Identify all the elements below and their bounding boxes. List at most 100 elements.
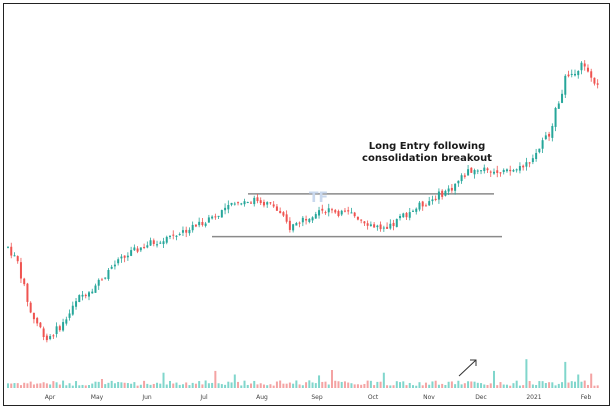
volume-bar — [10, 383, 13, 388]
volume-bar — [19, 385, 22, 388]
volume-bar — [480, 383, 483, 388]
candle-body — [288, 220, 291, 230]
volume-bar — [353, 384, 356, 388]
candle-body — [19, 262, 22, 279]
candle-body — [441, 190, 444, 197]
candle-body — [204, 223, 207, 226]
candle-body — [337, 211, 340, 216]
volume-bar — [185, 382, 188, 388]
candle-body — [434, 198, 437, 200]
volume-bar — [52, 381, 55, 388]
volume-bar — [94, 381, 97, 388]
candle-body — [91, 291, 94, 294]
candle-body — [583, 63, 586, 67]
candle-body — [220, 210, 223, 218]
volume-bar — [483, 384, 486, 388]
candle-body — [149, 240, 152, 246]
volume-bar — [493, 370, 495, 388]
candle-body — [169, 236, 171, 238]
volume-bar — [133, 382, 136, 388]
volume-bar — [71, 385, 74, 388]
candle-body — [78, 295, 81, 303]
volume-bar — [574, 381, 576, 388]
candle-body — [496, 170, 499, 173]
volume-bar — [88, 385, 90, 388]
candle-body — [305, 218, 308, 221]
volume-bar — [279, 380, 282, 388]
candle-body — [29, 302, 32, 313]
volume-bar — [143, 380, 146, 388]
candle-body — [515, 169, 518, 171]
candle-body — [194, 224, 197, 227]
candle-body — [596, 83, 599, 85]
candle-body — [81, 294, 84, 297]
candle-body — [486, 168, 489, 171]
candle-body — [350, 212, 353, 214]
candle-body — [269, 202, 272, 204]
candle-body — [450, 187, 453, 191]
candle-body — [557, 103, 560, 109]
candle-body — [518, 166, 521, 171]
volume-bar — [55, 382, 58, 388]
volume-bar — [26, 383, 29, 388]
candle-body — [418, 202, 421, 210]
candle-body — [246, 202, 249, 204]
volume-bar — [382, 372, 385, 388]
volume-bar — [434, 380, 437, 388]
candle-body — [463, 175, 466, 177]
candle-body — [120, 256, 123, 259]
candle-body — [327, 208, 330, 213]
candle-body — [444, 190, 447, 196]
volume-bar — [476, 382, 479, 388]
volume-bar — [233, 374, 236, 388]
volume-bar — [292, 383, 295, 388]
candle-body — [590, 71, 593, 78]
volume-bar — [194, 383, 197, 388]
candle-body — [217, 215, 220, 217]
volume-bar — [165, 384, 168, 388]
candle-body — [395, 219, 398, 227]
candle-body — [100, 279, 103, 281]
x-tick-label: Feb — [581, 394, 592, 401]
volume-bar — [62, 380, 65, 388]
candle-body — [343, 210, 346, 212]
candle-body — [483, 167, 486, 172]
volume-bar — [376, 381, 379, 388]
annotation-line-2: consolidation breakout — [362, 153, 492, 164]
volume-bar — [515, 380, 518, 388]
candlestick-chart: Apr May Jun Jul Aug Sep Oct Nov Dec 2021 Feb — [7, 60, 599, 401]
volume-bar — [13, 383, 16, 388]
volume-bar — [318, 375, 321, 388]
candle-body — [505, 169, 508, 172]
candle-body — [88, 292, 90, 297]
volume-bar — [117, 381, 120, 388]
candle-body — [159, 242, 162, 244]
volume-bar — [253, 380, 256, 388]
candle-body — [544, 135, 547, 140]
volume-bar — [217, 383, 220, 388]
volume-bar — [97, 381, 100, 388]
candle-body — [68, 313, 71, 318]
x-tick-label: Oct — [368, 394, 379, 401]
volume-bar — [32, 384, 35, 388]
candle-body — [224, 207, 227, 211]
volume-bar — [298, 384, 301, 388]
volume-bar — [295, 380, 298, 388]
volume-bar — [402, 381, 405, 388]
x-tick-label: May — [91, 394, 104, 401]
volume-bar — [366, 380, 369, 388]
volume-bar — [198, 381, 201, 388]
candle-body — [561, 93, 564, 103]
volume-bar — [467, 381, 470, 388]
x-tick-label: Apr — [45, 394, 56, 401]
candle-body — [447, 188, 450, 192]
candle-body — [331, 209, 333, 211]
candle-body — [62, 322, 65, 331]
candle-body — [318, 210, 321, 216]
volume-bar — [428, 384, 431, 388]
candle-body — [198, 221, 201, 226]
volume-bar — [340, 381, 343, 388]
volume-bar — [162, 372, 165, 388]
volume-bar — [288, 382, 291, 388]
volume-bar — [7, 383, 9, 388]
